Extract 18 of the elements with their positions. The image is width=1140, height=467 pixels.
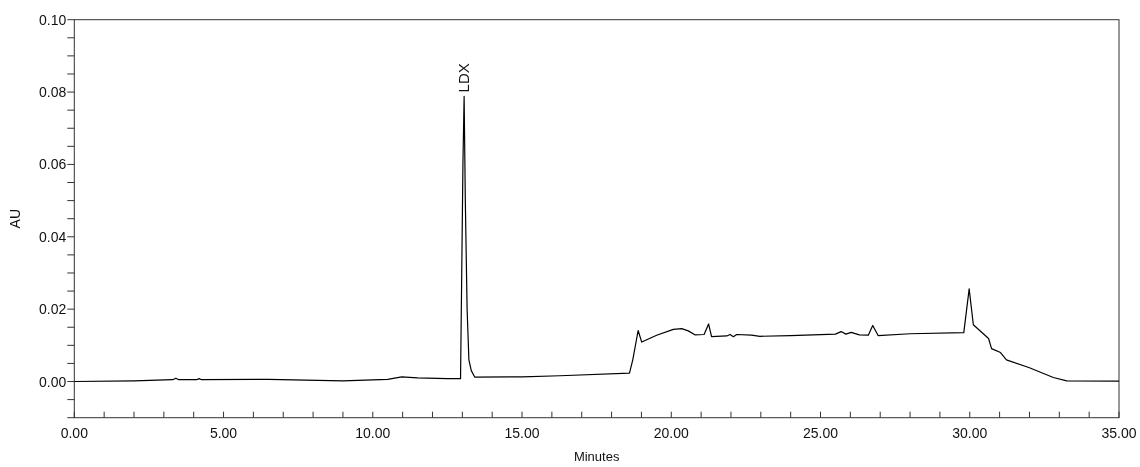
- x-tick-label: 20.00: [653, 424, 689, 441]
- y-tick-label: 0.02: [39, 301, 67, 318]
- x-tick-label: 35.00: [1101, 424, 1137, 441]
- x-tick-label: 5.00: [209, 424, 238, 441]
- y-axis-title: AU: [7, 208, 23, 229]
- y-tick-label: 0.00: [39, 373, 67, 390]
- x-tick-label: 25.00: [802, 424, 839, 441]
- x-tick-label: 10.00: [355, 424, 391, 441]
- line-series: [73, 95, 1120, 383]
- y-tick-label: 0.08: [39, 84, 67, 101]
- y-tick-label: 0.10: [39, 11, 67, 28]
- annotation: LDX: [455, 63, 473, 93]
- x-axis-title: Minutes: [573, 448, 620, 464]
- x-tick-label: 15.00: [504, 424, 540, 441]
- y-tick-label: 0.04: [39, 228, 67, 245]
- x-tick-label: 30.00: [952, 424, 988, 441]
- y-tick-label: 0.06: [39, 156, 67, 173]
- x-tick-label: 0.00: [60, 424, 89, 441]
